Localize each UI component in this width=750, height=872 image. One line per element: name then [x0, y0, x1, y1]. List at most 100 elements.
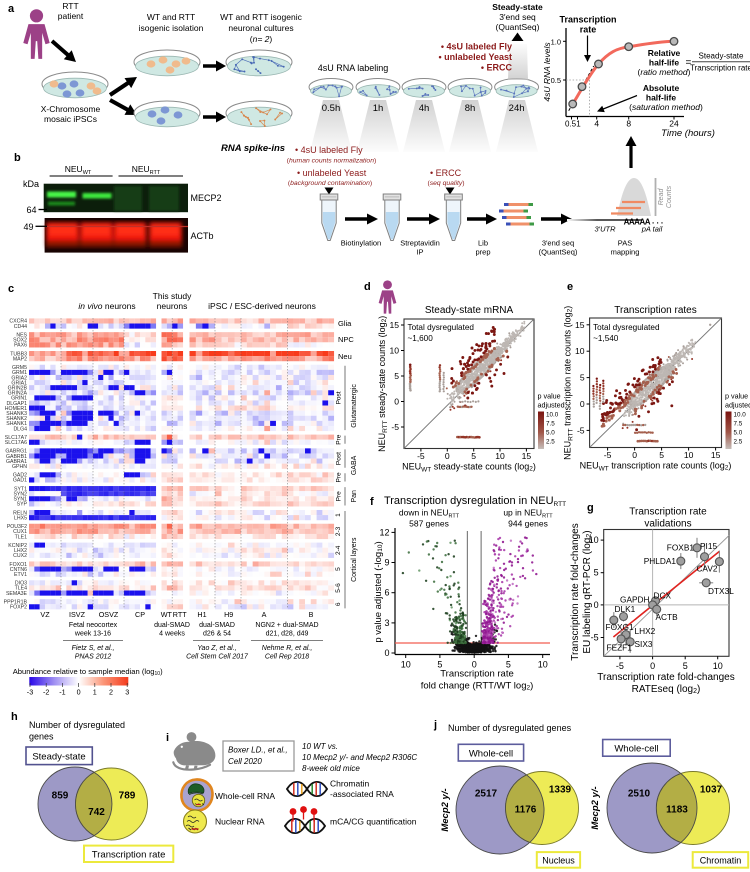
svg-text:587 genes: 587 genes [409, 519, 449, 529]
svg-text:0: 0 [394, 397, 399, 407]
svg-text:patient: patient [58, 11, 84, 21]
svg-text:MECP2: MECP2 [191, 193, 222, 203]
svg-text:RTT: RTT [173, 610, 187, 619]
svg-text:isogenic isolation: isogenic isolation [139, 23, 204, 33]
svg-text:PAS: PAS [618, 239, 632, 248]
svg-text:5: 5 [335, 567, 342, 571]
svg-text:10: 10 [401, 660, 411, 670]
svg-text:• ERCC: • ERCC [430, 168, 462, 178]
svg-text:Steady-state mRNA: Steady-state mRNA [425, 305, 514, 316]
svg-text:4h: 4h [419, 103, 430, 114]
svg-text:p value: p value [725, 392, 748, 401]
svg-text:half-life: half-life [649, 58, 679, 68]
svg-text:b: b [14, 152, 21, 164]
svg-text:4sU RNA labeling: 4sU RNA labeling [318, 63, 389, 73]
svg-text:0: 0 [632, 450, 637, 460]
svg-text:KCNIP2: KCNIP2 [8, 543, 27, 549]
svg-text:dual-SMAD: dual-SMAD [154, 622, 190, 629]
svg-text:SYT1: SYT1 [14, 486, 27, 492]
svg-text:Neu: Neu [338, 352, 352, 361]
svg-text:(human counts normalization): (human counts normalization) [287, 158, 377, 165]
svg-text:SHANK2: SHANK2 [6, 416, 27, 422]
svg-text:NEURTT transcription rate coun: NEURTT transcription rate counts (log2) [563, 306, 575, 460]
svg-text:6: 6 [384, 588, 389, 598]
svg-text:PNAS 2012: PNAS 2012 [75, 654, 112, 661]
svg-text:944 genes: 944 genes [508, 519, 548, 529]
svg-text:-3: -3 [27, 688, 33, 697]
svg-text:up in NEURTT: up in NEURTT [503, 508, 553, 520]
svg-text:Transcription: Transcription [559, 15, 616, 25]
svg-text:Fietz S, et al.,: Fietz S, et al., [72, 645, 115, 652]
svg-text:1: 1 [576, 120, 581, 129]
svg-text:(saturation method): (saturation method) [629, 102, 703, 112]
svg-text:SHANK3: SHANK3 [6, 411, 27, 417]
svg-text:half-life: half-life [646, 93, 676, 103]
svg-text:ISVZ: ISVZ [69, 610, 86, 619]
svg-text:-5: -5 [417, 451, 425, 461]
svg-text:NEURTT: NEURTT [132, 164, 161, 176]
svg-text:4 weeks: 4 weeks [159, 631, 185, 638]
svg-text:5: 5 [437, 660, 442, 670]
svg-text:10: 10 [495, 451, 505, 461]
svg-text:10: 10 [538, 660, 548, 670]
svg-text:9: 9 [384, 558, 389, 568]
svg-text:a: a [8, 3, 15, 15]
svg-text:NEUWT: NEUWT [65, 164, 92, 176]
svg-text:Pre: Pre [336, 472, 343, 483]
svg-text:CXCR4: CXCR4 [9, 319, 27, 325]
svg-text:Read: Read [658, 188, 665, 206]
svg-text:Time (hours): Time (hours) [661, 128, 715, 139]
svg-text:mapping: mapping [611, 248, 640, 257]
svg-text:5: 5 [659, 450, 664, 460]
svg-text:GABRA1: GABRA1 [6, 459, 27, 465]
svg-text:prep: prep [475, 248, 490, 257]
svg-text:GABA: GABA [351, 455, 358, 475]
svg-text:ACTb: ACTb [191, 231, 214, 241]
svg-text:GRIN1: GRIN1 [11, 396, 27, 402]
svg-text:10: 10 [684, 450, 694, 460]
svg-text:WT and RTT: WT and RTT [147, 12, 195, 22]
svg-text:H1: H1 [197, 610, 206, 619]
svg-text:CNTN6: CNTN6 [10, 567, 27, 573]
svg-text:POU3F2: POU3F2 [7, 524, 27, 530]
svg-text:GPHN: GPHN [12, 464, 27, 470]
svg-text:GRIN2B: GRIN2B [8, 386, 28, 392]
svg-text:SYN1: SYN1 [13, 497, 27, 503]
svg-text:GRIN2A: GRIN2A [8, 391, 28, 397]
svg-text:Post: Post [336, 452, 343, 465]
svg-text:Abundance relative to sample m: Abundance relative to sample median (log… [13, 667, 163, 677]
svg-text:A: A [262, 610, 267, 619]
svg-text:WT and RTT isogenic: WT and RTT isogenic [220, 12, 302, 22]
svg-text:(n= 2): (n= 2) [250, 34, 273, 44]
svg-text:10: 10 [389, 346, 399, 356]
svg-text:3′UTR: 3′UTR [595, 225, 617, 234]
svg-text:e: e [567, 281, 573, 293]
svg-text:RNA spike-ins: RNA spike-ins [221, 143, 285, 154]
svg-text:Steady-state: Steady-state [492, 2, 543, 12]
svg-text:DIO3: DIO3 [15, 581, 27, 587]
svg-text:NGN2 + dual-SMAD: NGN2 + dual-SMAD [255, 622, 318, 629]
svg-text:0.5h: 0.5h [322, 103, 341, 114]
svg-text:adjusted: adjusted [725, 401, 750, 410]
svg-text:10: 10 [575, 346, 585, 356]
svg-text:PAX6: PAX6 [14, 343, 27, 349]
svg-text:FOXP2: FOXP2 [10, 605, 27, 611]
svg-text:0: 0 [472, 660, 477, 670]
svg-text:12: 12 [379, 527, 389, 537]
svg-text:GRIA1: GRIA1 [11, 380, 27, 386]
svg-text:-1: -1 [59, 688, 65, 697]
svg-text:CUX2: CUX2 [13, 553, 27, 559]
svg-text:• 4sU labeled Fly: • 4sU labeled Fly [295, 145, 363, 155]
svg-text:5: 5 [580, 373, 585, 383]
svg-text:Pan: Pan [351, 490, 358, 503]
svg-text:TUBB3: TUBB3 [10, 351, 27, 357]
svg-text:NES: NES [16, 333, 27, 339]
svg-text:ETV1: ETV1 [14, 572, 27, 578]
svg-text:7.5: 7.5 [734, 421, 743, 428]
svg-text:rate: rate [580, 25, 597, 35]
svg-text:Nehme R, et al.,: Nehme R, et al., [262, 645, 313, 652]
svg-text:2: 2 [109, 688, 113, 697]
svg-text:H9: H9 [224, 610, 233, 619]
svg-text:Cell Rep 2018: Cell Rep 2018 [265, 654, 309, 661]
svg-text:neurons: neurons [157, 301, 188, 311]
